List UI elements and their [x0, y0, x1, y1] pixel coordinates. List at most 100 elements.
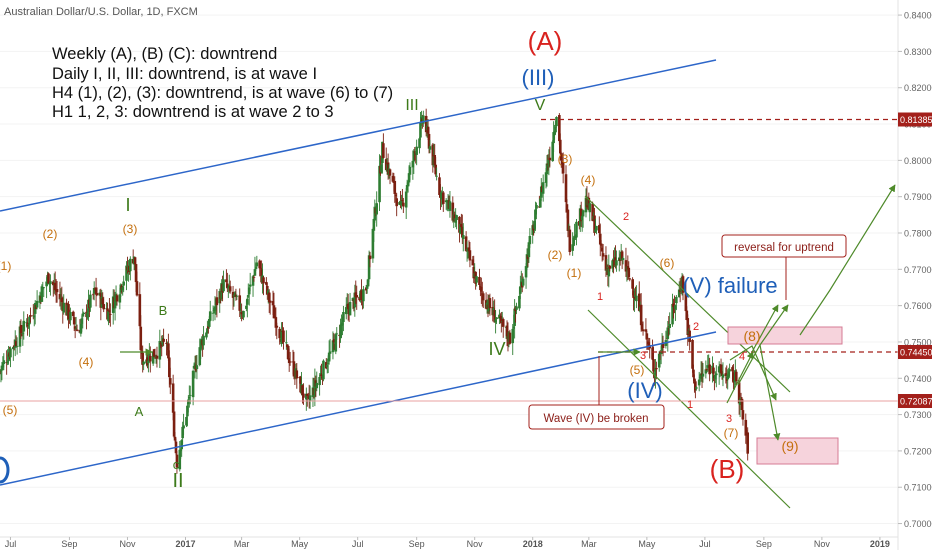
candle-body: [315, 382, 319, 389]
candle-body: [286, 346, 290, 360]
candle-body: [564, 174, 568, 203]
wave-label-red_small: 4: [739, 351, 745, 363]
candle-body: [671, 303, 674, 325]
candle-body: [168, 378, 172, 385]
candle-body: [81, 313, 85, 317]
candle-body: [238, 295, 242, 311]
candle-body: [647, 342, 651, 346]
candle-body: [498, 314, 501, 319]
candle-body: [206, 328, 209, 334]
candle-body: [704, 369, 708, 374]
down-channel-upper: [584, 195, 791, 393]
candle-body: [165, 342, 168, 344]
candle-body: [746, 432, 749, 454]
candle-body: [7, 354, 10, 362]
candle-body: [228, 286, 232, 292]
candle-body: [674, 305, 677, 310]
candle-body: [346, 303, 350, 309]
candle-body: [382, 143, 385, 158]
x-tick-label: Sep: [756, 539, 772, 549]
candle-body: [433, 155, 437, 165]
candle-body: [198, 347, 202, 366]
candle-body: [353, 292, 357, 308]
candle-body: [302, 393, 305, 398]
candle-body: [12, 347, 15, 350]
candle-body: [233, 292, 237, 297]
candle-body: [438, 177, 441, 195]
candle-body: [693, 378, 696, 382]
candle-body: [255, 262, 259, 267]
arrow-path-a: [729, 345, 777, 401]
candle-body: [171, 383, 175, 413]
wave-label-orange: (2): [548, 248, 563, 262]
candle-body: [147, 360, 150, 364]
candle-body: [253, 269, 257, 276]
candle-body: [455, 215, 458, 221]
candle-body: [571, 244, 574, 251]
candle-body: [548, 157, 552, 161]
candle-body: [51, 281, 55, 286]
candle-body: [453, 214, 457, 222]
candle-body: [435, 175, 438, 177]
candle-body: [428, 146, 432, 150]
candle-body: [326, 362, 330, 364]
candle-body: [15, 345, 19, 347]
candle-body: [637, 293, 641, 311]
candle-body: [558, 115, 561, 142]
candle-body: [301, 385, 304, 395]
price-tags: 0.81385 0.74450 0.72087: [898, 112, 932, 408]
candle-body: [155, 355, 159, 359]
wave-label-green: c: [173, 457, 180, 472]
candle-body: [525, 254, 529, 268]
arrow-mid: [751, 304, 779, 353]
candle-body: [72, 317, 76, 325]
candle-body: [405, 185, 409, 191]
candle-body: [67, 304, 70, 320]
candle-body: [327, 352, 331, 362]
candle-body: [721, 374, 725, 378]
candle-body: [608, 265, 612, 269]
target-box-9: [756, 437, 839, 465]
candle-body: [407, 173, 411, 183]
candle-body: [724, 373, 728, 377]
candle-body: [62, 302, 66, 313]
time-axis[interactable]: Jul Sep Nov 2017 Mar May Jul Sep Nov 2018 Mar May Ju…: [5, 537, 890, 549]
candle-body: [691, 339, 694, 369]
wave-label-red_small: 2: [693, 321, 699, 333]
candle-body: [139, 326, 143, 351]
callout-reversal-box: [721, 234, 847, 258]
wave-label-red: (A): [528, 26, 563, 56]
candle-body: [295, 370, 299, 379]
candle-body: [434, 164, 437, 175]
candle-body: [624, 260, 628, 272]
candle-body: [6, 361, 9, 363]
candle-body: [58, 294, 62, 300]
candle-body: [259, 267, 262, 269]
wave-label-green: B: [159, 303, 168, 318]
candle-body: [635, 295, 638, 302]
candle-body: [207, 326, 210, 329]
wave-label-blue: (III): [522, 65, 555, 90]
y-tick-label: 0.84000: [904, 11, 932, 21]
candle-body: [604, 255, 608, 271]
candle-body: [451, 202, 455, 221]
candle-body: [408, 166, 412, 175]
candle-body: [448, 201, 452, 211]
candle-body: [719, 364, 723, 373]
x-tick-label: May: [638, 539, 656, 549]
x-tick-label: May: [291, 539, 309, 549]
candle-body: [524, 266, 528, 278]
wave-label-green: I: [125, 195, 130, 215]
candle-body: [21, 333, 25, 334]
candle-body: [173, 436, 177, 441]
candle-body: [744, 419, 748, 436]
candle-body: [268, 300, 272, 303]
candle-body: [182, 425, 185, 429]
candle-body: [380, 164, 383, 173]
candle-body: [365, 285, 369, 289]
